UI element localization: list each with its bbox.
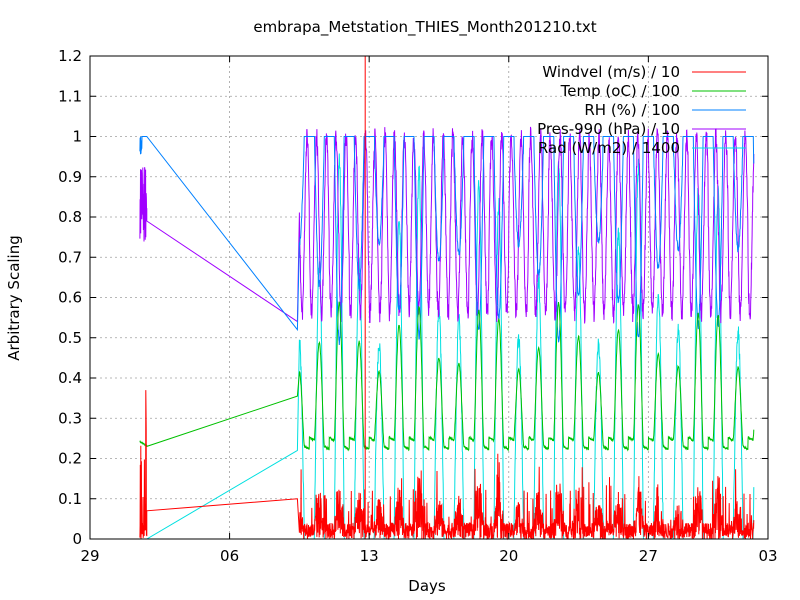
y-tick-label: 0.9 [58,168,82,186]
series-line-rh [139,136,755,346]
y-tick-label: 0.6 [58,289,82,307]
x-tick-label: 06 [220,547,239,565]
x-tick-label: 27 [639,547,658,565]
legend-label: Rad (W/m2) / 1400 [538,139,680,157]
y-tick-label: 0.2 [58,450,82,468]
y-tick-label: 0.4 [58,369,82,387]
legend-label: Pres-990 (hPa) / 10 [537,120,680,138]
y-tick-label: 1.2 [58,47,82,65]
y-axis: 0 0.1 0.2 0.3 0.4 0.5 0.6 0.7 0.8 0.9 1 1.1 1.2 [58,47,768,548]
y-tick-label: 0.5 [58,329,82,347]
x-tick-label: 29 [80,547,99,565]
y-tick-label: 0.3 [58,409,82,427]
x-tick-label: 03 [758,547,777,565]
x-axis: 29 06 13 20 27 03 [80,56,778,565]
chart-title: embrapa_Metstation_THIES_Month201210.txt [253,18,596,37]
legend-label: RH (%) / 100 [584,101,680,119]
x-tick-label: 20 [499,547,518,565]
y-tick-label: 1 [72,128,82,146]
y-axis-label: Arbitrary Scaling [5,235,23,361]
series-line-temp [139,301,755,452]
y-tick-label: 0.7 [58,248,82,266]
x-axis-label: Days [408,577,446,595]
series-line-pres [139,126,755,325]
legend-label: Windvel (m/s) / 10 [542,63,680,81]
series-line-windvel [139,390,755,541]
legend-label: Temp (oC) / 100 [560,82,680,100]
y-tick-label: 0.1 [58,490,82,508]
y-tick-label: 0 [72,530,82,548]
x-tick-label: 13 [360,547,379,565]
y-tick-label: 0.8 [58,208,82,226]
y-tick-label: 1.1 [58,87,82,105]
